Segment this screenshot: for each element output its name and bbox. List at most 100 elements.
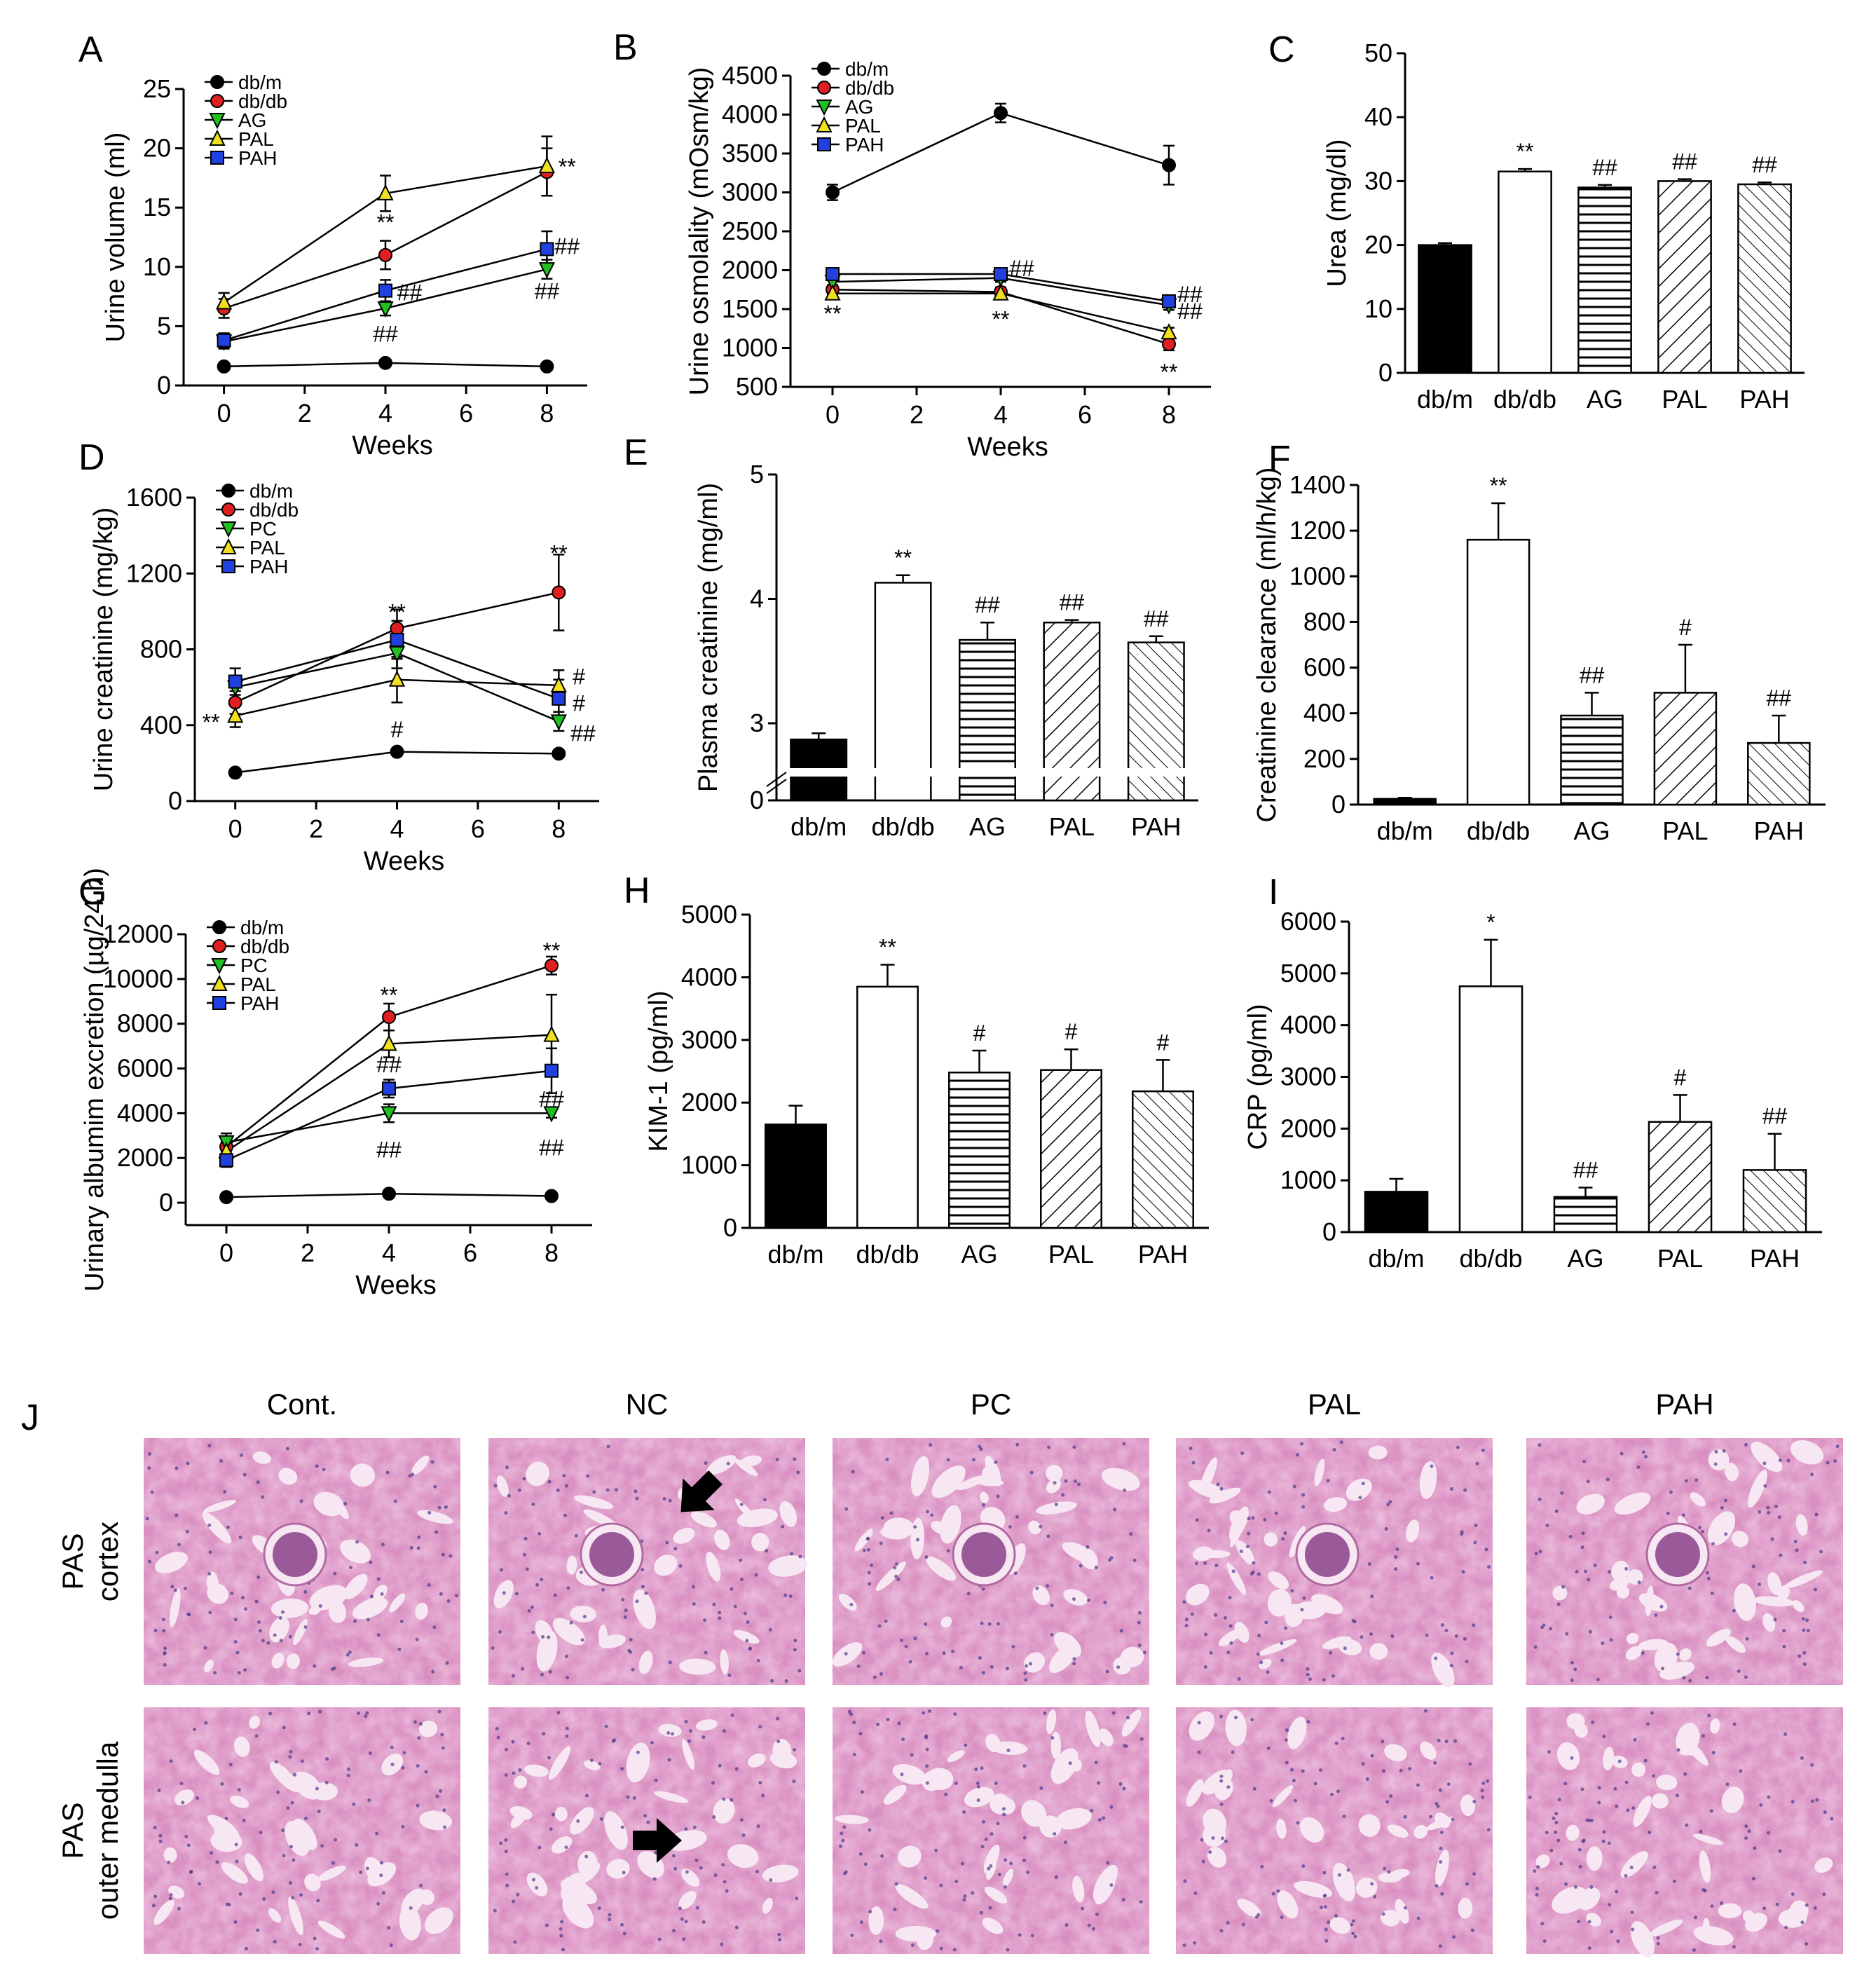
cell-nucleus	[971, 1458, 975, 1462]
cell-nucleus	[369, 1594, 374, 1599]
cell-nucleus	[504, 1773, 508, 1777]
cell-nucleus	[842, 1871, 847, 1875]
tubule-lumen	[1072, 1875, 1085, 1903]
tubule-lumen	[714, 1529, 730, 1550]
cell-nucleus	[1189, 1447, 1193, 1451]
legend-marker-PAH	[221, 559, 235, 573]
histology-column-label: Cont.	[267, 1388, 337, 1421]
y-tick-label: 30	[1364, 166, 1392, 195]
cell-nucleus	[315, 1464, 319, 1468]
tubule-lumen	[1101, 1468, 1140, 1491]
tubule-lumen	[1311, 1594, 1343, 1615]
cell-nucleus	[1542, 1939, 1547, 1943]
cell-nucleus	[505, 1883, 509, 1887]
cell-nucleus	[243, 1668, 247, 1672]
micrograph-PAL	[1176, 1438, 1493, 1688]
cell-nucleus	[1534, 1552, 1538, 1556]
cell-nucleus	[1399, 1768, 1403, 1772]
axis-break-mark	[766, 779, 787, 794]
x-tick-label: 2	[298, 399, 312, 428]
cell-nucleus	[281, 1829, 285, 1833]
cell-nucleus	[580, 1638, 584, 1642]
tubule-lumen	[779, 1501, 797, 1527]
cell-nucleus	[1228, 1624, 1233, 1628]
cell-nucleus	[793, 1648, 797, 1652]
cell-nucleus	[634, 1489, 638, 1494]
tubule-lumen	[1036, 1501, 1077, 1515]
cell-nucleus	[381, 1891, 385, 1895]
tubule-lumen	[1387, 1824, 1409, 1838]
tubule-lumen	[956, 1475, 987, 1491]
cell-nucleus	[507, 1494, 511, 1498]
cell-nucleus	[1433, 1761, 1437, 1765]
tubule-lumen	[727, 1844, 759, 1868]
cell-nucleus	[1701, 1734, 1705, 1738]
cell-nucleus	[1283, 1531, 1287, 1536]
significance-mark: ##	[570, 721, 596, 746]
cell-nucleus	[538, 1531, 542, 1536]
cell-nucleus	[851, 1470, 855, 1474]
cell-nucleus	[556, 1488, 560, 1492]
cell-nucleus	[514, 1592, 519, 1596]
cell-nucleus	[997, 1873, 1001, 1877]
cell-nucleus	[893, 1907, 897, 1911]
cell-nucleus	[1097, 1781, 1101, 1785]
cell-nucleus	[1365, 1777, 1369, 1782]
cell-nucleus	[1615, 1804, 1619, 1808]
x-axis-label: Weeks	[967, 432, 1048, 462]
y-tick-label: 20	[143, 134, 171, 163]
tubule-lumen	[233, 1736, 250, 1757]
tubule-lumen	[892, 1763, 926, 1785]
tubule-lumen	[1460, 1794, 1476, 1817]
tubule-lumen	[982, 1464, 1001, 1484]
cell-nucleus	[1778, 1849, 1782, 1853]
cell-nucleus	[657, 1937, 662, 1941]
cell-nucleus	[1094, 1566, 1098, 1570]
y-tick-label: 3000	[1280, 1062, 1336, 1091]
cell-nucleus	[1814, 1512, 1819, 1517]
x-category-label: PAL	[1049, 812, 1095, 841]
cell-nucleus	[1330, 1793, 1334, 1797]
cell-nucleus	[1782, 1629, 1786, 1633]
data-point-PAH	[219, 1153, 233, 1168]
cell-nucleus	[1111, 1711, 1116, 1715]
tubule-lumen	[762, 1864, 799, 1882]
tubule-lumen	[1795, 1514, 1808, 1536]
data-point-PAL	[377, 184, 394, 200]
cell-nucleus	[1383, 1866, 1387, 1871]
x-category-label: PAH	[1750, 1244, 1800, 1273]
cell-nucleus	[758, 1781, 762, 1785]
cell-nucleus	[730, 1798, 734, 1802]
tubule-lumen	[1046, 1465, 1063, 1482]
cell-nucleus	[894, 1562, 898, 1566]
cell-nucleus	[186, 1612, 191, 1616]
legend-label: PAH	[845, 134, 884, 156]
cell-nucleus	[1439, 1846, 1443, 1850]
x-category-label: PAH	[1138, 1240, 1188, 1269]
cell-nucleus	[215, 1860, 219, 1864]
cell-nucleus	[186, 1843, 191, 1847]
cell-nucleus	[1564, 1882, 1568, 1886]
cell-nucleus	[1643, 1758, 1648, 1763]
cell-nucleus	[971, 1891, 975, 1895]
cell-nucleus	[1193, 1941, 1197, 1945]
tubule-lumen	[1235, 1539, 1252, 1564]
cell-nucleus	[979, 1447, 983, 1451]
legend-marker-PC	[211, 958, 228, 975]
cell-nucleus	[1214, 1564, 1219, 1568]
cell-nucleus	[1430, 1464, 1434, 1468]
bar-PAH	[1742, 1169, 1807, 1233]
cell-nucleus	[1255, 1915, 1259, 1919]
bar-AG	[1553, 1196, 1618, 1233]
cell-nucleus	[1394, 1555, 1398, 1559]
cell-nucleus	[1609, 1638, 1613, 1642]
cell-nucleus	[1076, 1482, 1081, 1487]
cell-nucleus	[1800, 1756, 1804, 1760]
cell-nucleus	[1601, 1839, 1605, 1843]
cell-nucleus	[288, 1634, 292, 1639]
cell-nucleus	[1029, 1470, 1034, 1475]
cell-nucleus	[1438, 1944, 1442, 1948]
cell-nucleus	[908, 1660, 912, 1664]
cell-nucleus	[745, 1639, 749, 1643]
